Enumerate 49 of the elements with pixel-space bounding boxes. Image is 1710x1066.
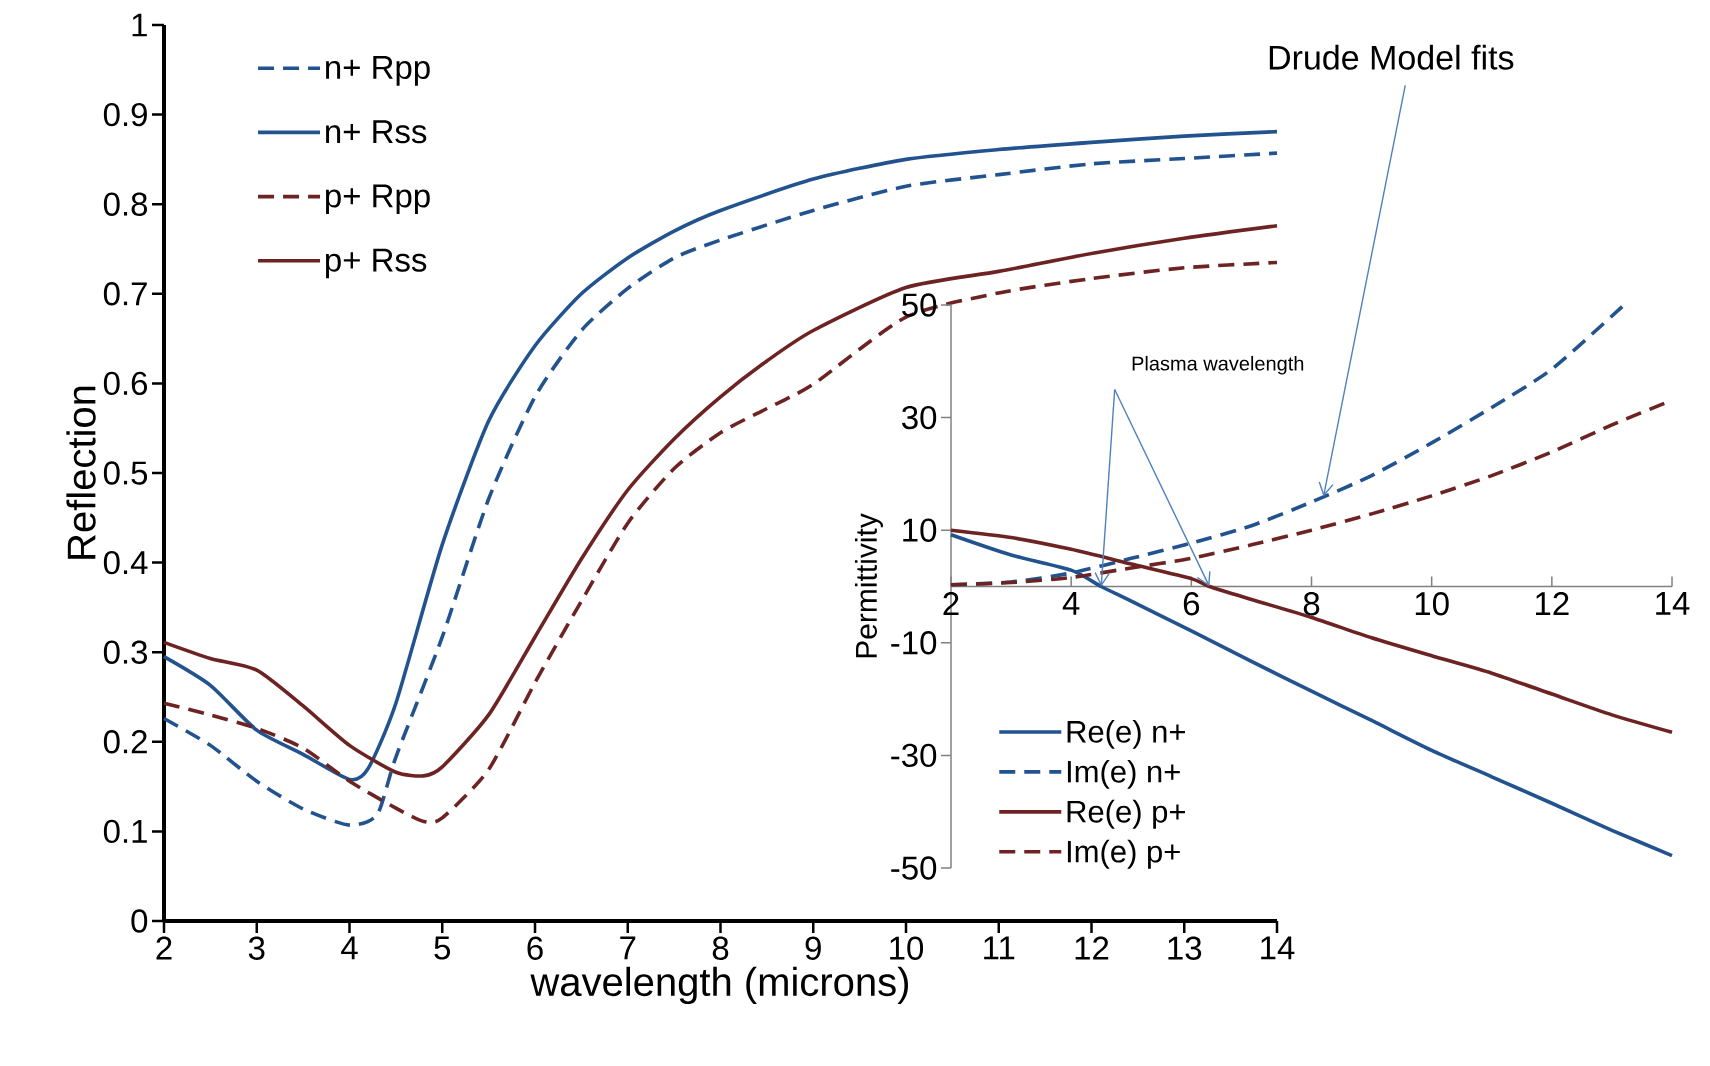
legend-label: n+ Rss <box>326 120 427 144</box>
x-tick-label: 3 <box>248 936 265 960</box>
y-axis-title: Reflection <box>66 386 96 559</box>
y-tick-label: 0.9 <box>103 102 147 127</box>
legend-label: Re(e) p+ <box>1067 799 1185 829</box>
x-tick-label: 2 <box>943 592 959 616</box>
x-tick-label: 5 <box>434 936 451 960</box>
y-tick-label: 0.7 <box>103 282 147 306</box>
y-tick-label: -30 <box>891 743 937 768</box>
y-tick-label: 0 <box>131 909 148 933</box>
legend-label: n+ Rpp <box>326 56 430 86</box>
y-axis-title: Permittivity <box>854 513 883 658</box>
annotation: Drude Model fits <box>1269 44 1514 70</box>
x-tick-label: 12 <box>1075 936 1109 960</box>
y-tick-label: 0.4 <box>103 550 148 575</box>
x-axis-title: wavelength (microns) <box>530 966 908 1005</box>
legend-label: Im(e) p+ <box>1067 839 1180 869</box>
legend-label: Re(e) n+ <box>1067 719 1185 749</box>
x-tick-label: 14 <box>1656 592 1690 615</box>
x-tick-label: 12 <box>1536 592 1569 616</box>
annotation: Plasma wavelength <box>1132 355 1304 375</box>
y-tick-label: 0.5 <box>103 461 148 485</box>
x-tick-label: 7 <box>620 936 636 960</box>
y-tick-label: 0.8 <box>103 192 148 216</box>
y-tick-label: 0.6 <box>103 371 148 396</box>
y-tick-label: 50 <box>902 293 937 317</box>
x-tick-label: 13 <box>1168 936 1202 960</box>
x-tick-label: 2 <box>156 936 172 960</box>
x-tick-label: 10 <box>1415 592 1449 616</box>
y-tick-label: 0.1 <box>103 819 147 844</box>
y-tick-label: -50 <box>891 856 937 880</box>
legend-label: p+ Rpp <box>325 184 430 215</box>
x-tick-label: 11 <box>984 936 1015 960</box>
x-tick-label: 8 <box>712 936 729 960</box>
y-tick-label: 0.2 <box>103 730 147 754</box>
x-tick-label: 14 <box>1261 936 1295 960</box>
legend-label: p+ Rss <box>325 248 427 279</box>
legend-label: Im(e) n+ <box>1067 759 1180 789</box>
x-tick-label: 4 <box>1062 592 1080 615</box>
x-tick-label: 6 <box>1183 592 1200 616</box>
x-tick-label: 8 <box>1303 592 1320 616</box>
x-tick-label: 6 <box>527 936 543 960</box>
x-tick-label: 4 <box>341 936 358 960</box>
y-tick-label: -10 <box>891 631 937 655</box>
y-tick-label: 1 <box>132 13 147 37</box>
y-tick-label: 0.3 <box>103 640 148 664</box>
x-tick-label: 9 <box>805 936 821 960</box>
y-tick-label: 30 <box>902 405 937 430</box>
y-tick-label: 10 <box>903 518 937 542</box>
